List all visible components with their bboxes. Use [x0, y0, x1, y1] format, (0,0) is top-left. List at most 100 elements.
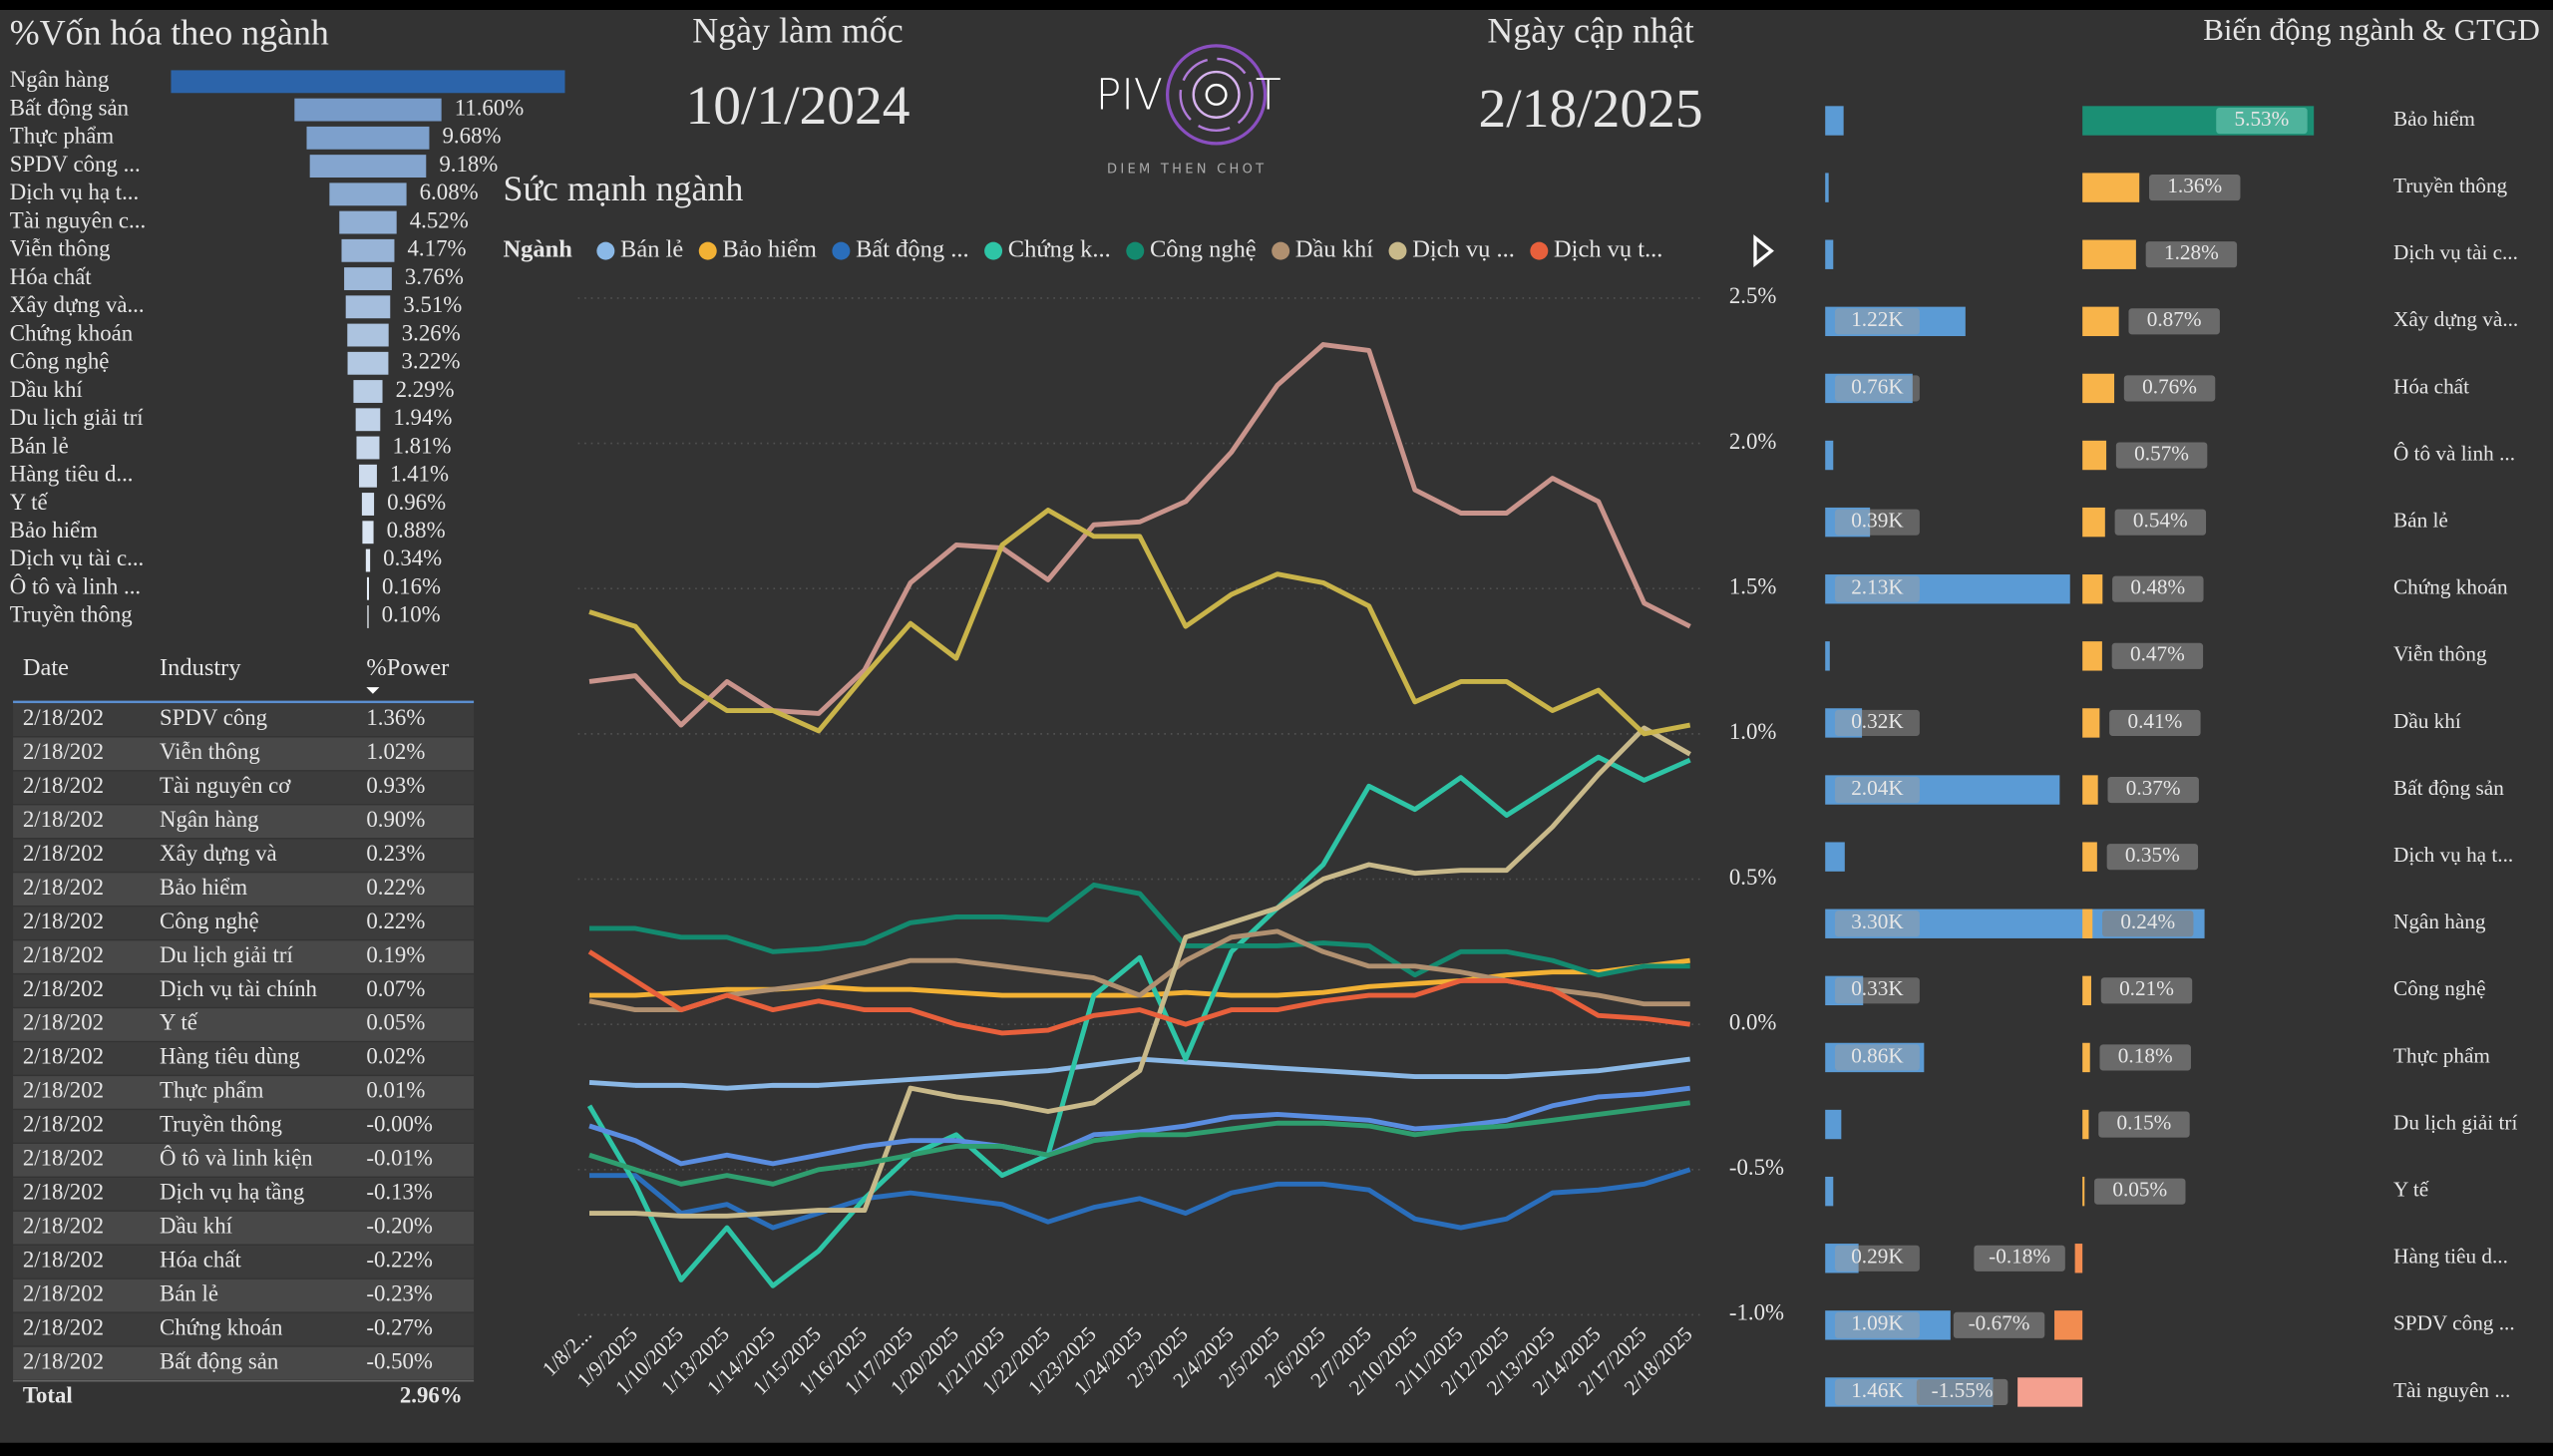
cap-bar [359, 464, 377, 488]
table-cell: 2/18/202 [23, 909, 104, 933]
cap-label: Y tế [10, 490, 49, 515]
mover-name: Bán lẻ [2393, 509, 2448, 533]
logo-ring [1165, 44, 1268, 146]
y-tick-label: 0.5% [1729, 865, 1777, 890]
volume-label: 1.22K [1851, 307, 1904, 331]
change-bar [2082, 440, 2107, 471]
cap-bar [309, 155, 427, 178]
volume-label-box [1835, 308, 1920, 335]
y-tick-label: -1.0% [1729, 1300, 1784, 1325]
cap-bar [353, 380, 383, 403]
volume-label: 0.76K [1851, 374, 1904, 398]
change-label: -0.18% [1989, 1245, 2050, 1269]
cap-value: 0.88% [387, 518, 446, 543]
mover-name: Ô tô và linh ... [2393, 441, 2515, 465]
table-cell: 2/18/202 [23, 1247, 104, 1272]
change-label-box [2149, 175, 2241, 201]
cap-value: 11.60% [455, 95, 525, 120]
table-cell: -0.00% [366, 1112, 433, 1137]
cap-label: Du lịch giải trí [10, 405, 145, 430]
table-cell: Dầu khí [160, 1213, 233, 1238]
mover-name: Dịch vụ tài c... [2393, 240, 2518, 264]
cap-value: 3.22% [401, 349, 460, 374]
cap-label: Thực phẩm [10, 124, 115, 149]
table-row-bg [13, 805, 475, 839]
cap-label: Chứng khoán [10, 320, 134, 345]
volume-label: 2.13K [1851, 575, 1904, 599]
table-row-bg [13, 1245, 475, 1278]
legend-swatch [1126, 241, 1145, 260]
table-cell: 2/18/202 [23, 875, 104, 900]
volume-label-box [1835, 1378, 1920, 1406]
base-label: Ngày làm mốc [692, 11, 903, 51]
mover-name: Du lịch giải trí [2393, 1110, 2517, 1134]
cap-bar [329, 182, 407, 206]
cap-value: 0.34% [383, 546, 442, 570]
table-row-bg [13, 1346, 475, 1380]
cap-value: 9.18% [439, 152, 498, 177]
cap-value: 0.16% [382, 573, 441, 598]
mover-name: Dịch vụ hạ t... [2393, 843, 2513, 867]
change-bar [2082, 909, 2093, 938]
mover-name: Truyền thông [2393, 174, 2508, 197]
volume-label-box [1835, 1245, 1920, 1272]
table-cell: 2/18/202 [23, 1078, 104, 1103]
change-label-box [2128, 308, 2220, 335]
change-label: 1.36% [2167, 174, 2222, 197]
cap-label: Dịch vụ hạ t... [10, 180, 139, 204]
table-row-bg [13, 1076, 475, 1109]
series-line [587, 949, 1691, 1036]
logo-ring [1179, 57, 1254, 133]
volume-bar [1825, 775, 2060, 805]
y-tick-label: 2.5% [1729, 283, 1777, 308]
cap-bar [339, 210, 397, 234]
change-label-box [2115, 442, 2208, 469]
table-row-bg [13, 873, 475, 906]
cap-value: 1.94% [393, 405, 452, 430]
change-bar [2082, 507, 2105, 538]
volume-label: 3.30K [1851, 910, 1904, 933]
sort-indicator[interactable] [366, 687, 380, 694]
change-bar [2082, 842, 2097, 872]
change-label-box [2102, 910, 2194, 937]
table-cell: 2/18/202 [23, 1044, 104, 1069]
volume-bar [1825, 106, 1844, 136]
series-line [589, 725, 1691, 1219]
change-label: 1.28% [2164, 240, 2219, 264]
change-bar [2082, 708, 2100, 738]
legend-swatch [596, 241, 615, 260]
cap-bar [347, 351, 389, 375]
legend-swatch [1388, 241, 1407, 260]
change-label-box [2106, 844, 2199, 871]
table-row-bg [13, 839, 475, 872]
legend-swatch [1272, 241, 1290, 260]
volume-bar [1825, 306, 1966, 337]
legend-swatch [698, 241, 717, 260]
change-label: 0.24% [2120, 910, 2175, 933]
cap-bar [345, 295, 391, 319]
table-cell: -0.22% [366, 1247, 433, 1272]
change-bar [2082, 173, 2140, 202]
mover-name: Dầu khí [2393, 709, 2461, 733]
cap-value: 0.96% [387, 490, 446, 515]
table-cell: 2/18/202 [23, 1112, 104, 1137]
table-cell: 2/18/202 [23, 807, 104, 832]
cap-label: Công nghệ [10, 349, 110, 374]
change-bar [2082, 1176, 2085, 1207]
table-cell: -0.20% [366, 1213, 433, 1238]
change-label: 0.47% [2130, 642, 2185, 666]
change-bar [2082, 775, 2098, 805]
table-cell: Viễn thông [160, 739, 260, 764]
table-cell: 0.02% [366, 1044, 425, 1069]
mover-name: SPDV công ... [2393, 1311, 2515, 1335]
play-button[interactable] [1753, 234, 1774, 268]
table-cell: 2/18/202 [23, 705, 104, 730]
table-cell: 0.01% [366, 1078, 425, 1103]
table-cell: 2/18/202 [23, 1180, 104, 1205]
volume-label-box [1835, 1044, 1920, 1071]
table-cell: 2/18/202 [23, 1348, 104, 1373]
change-bar [2074, 1244, 2083, 1274]
logo-tagline: DIEM THEN CHOT [1107, 163, 1267, 178]
legend-label: Dịch vụ t... [1554, 235, 1662, 262]
